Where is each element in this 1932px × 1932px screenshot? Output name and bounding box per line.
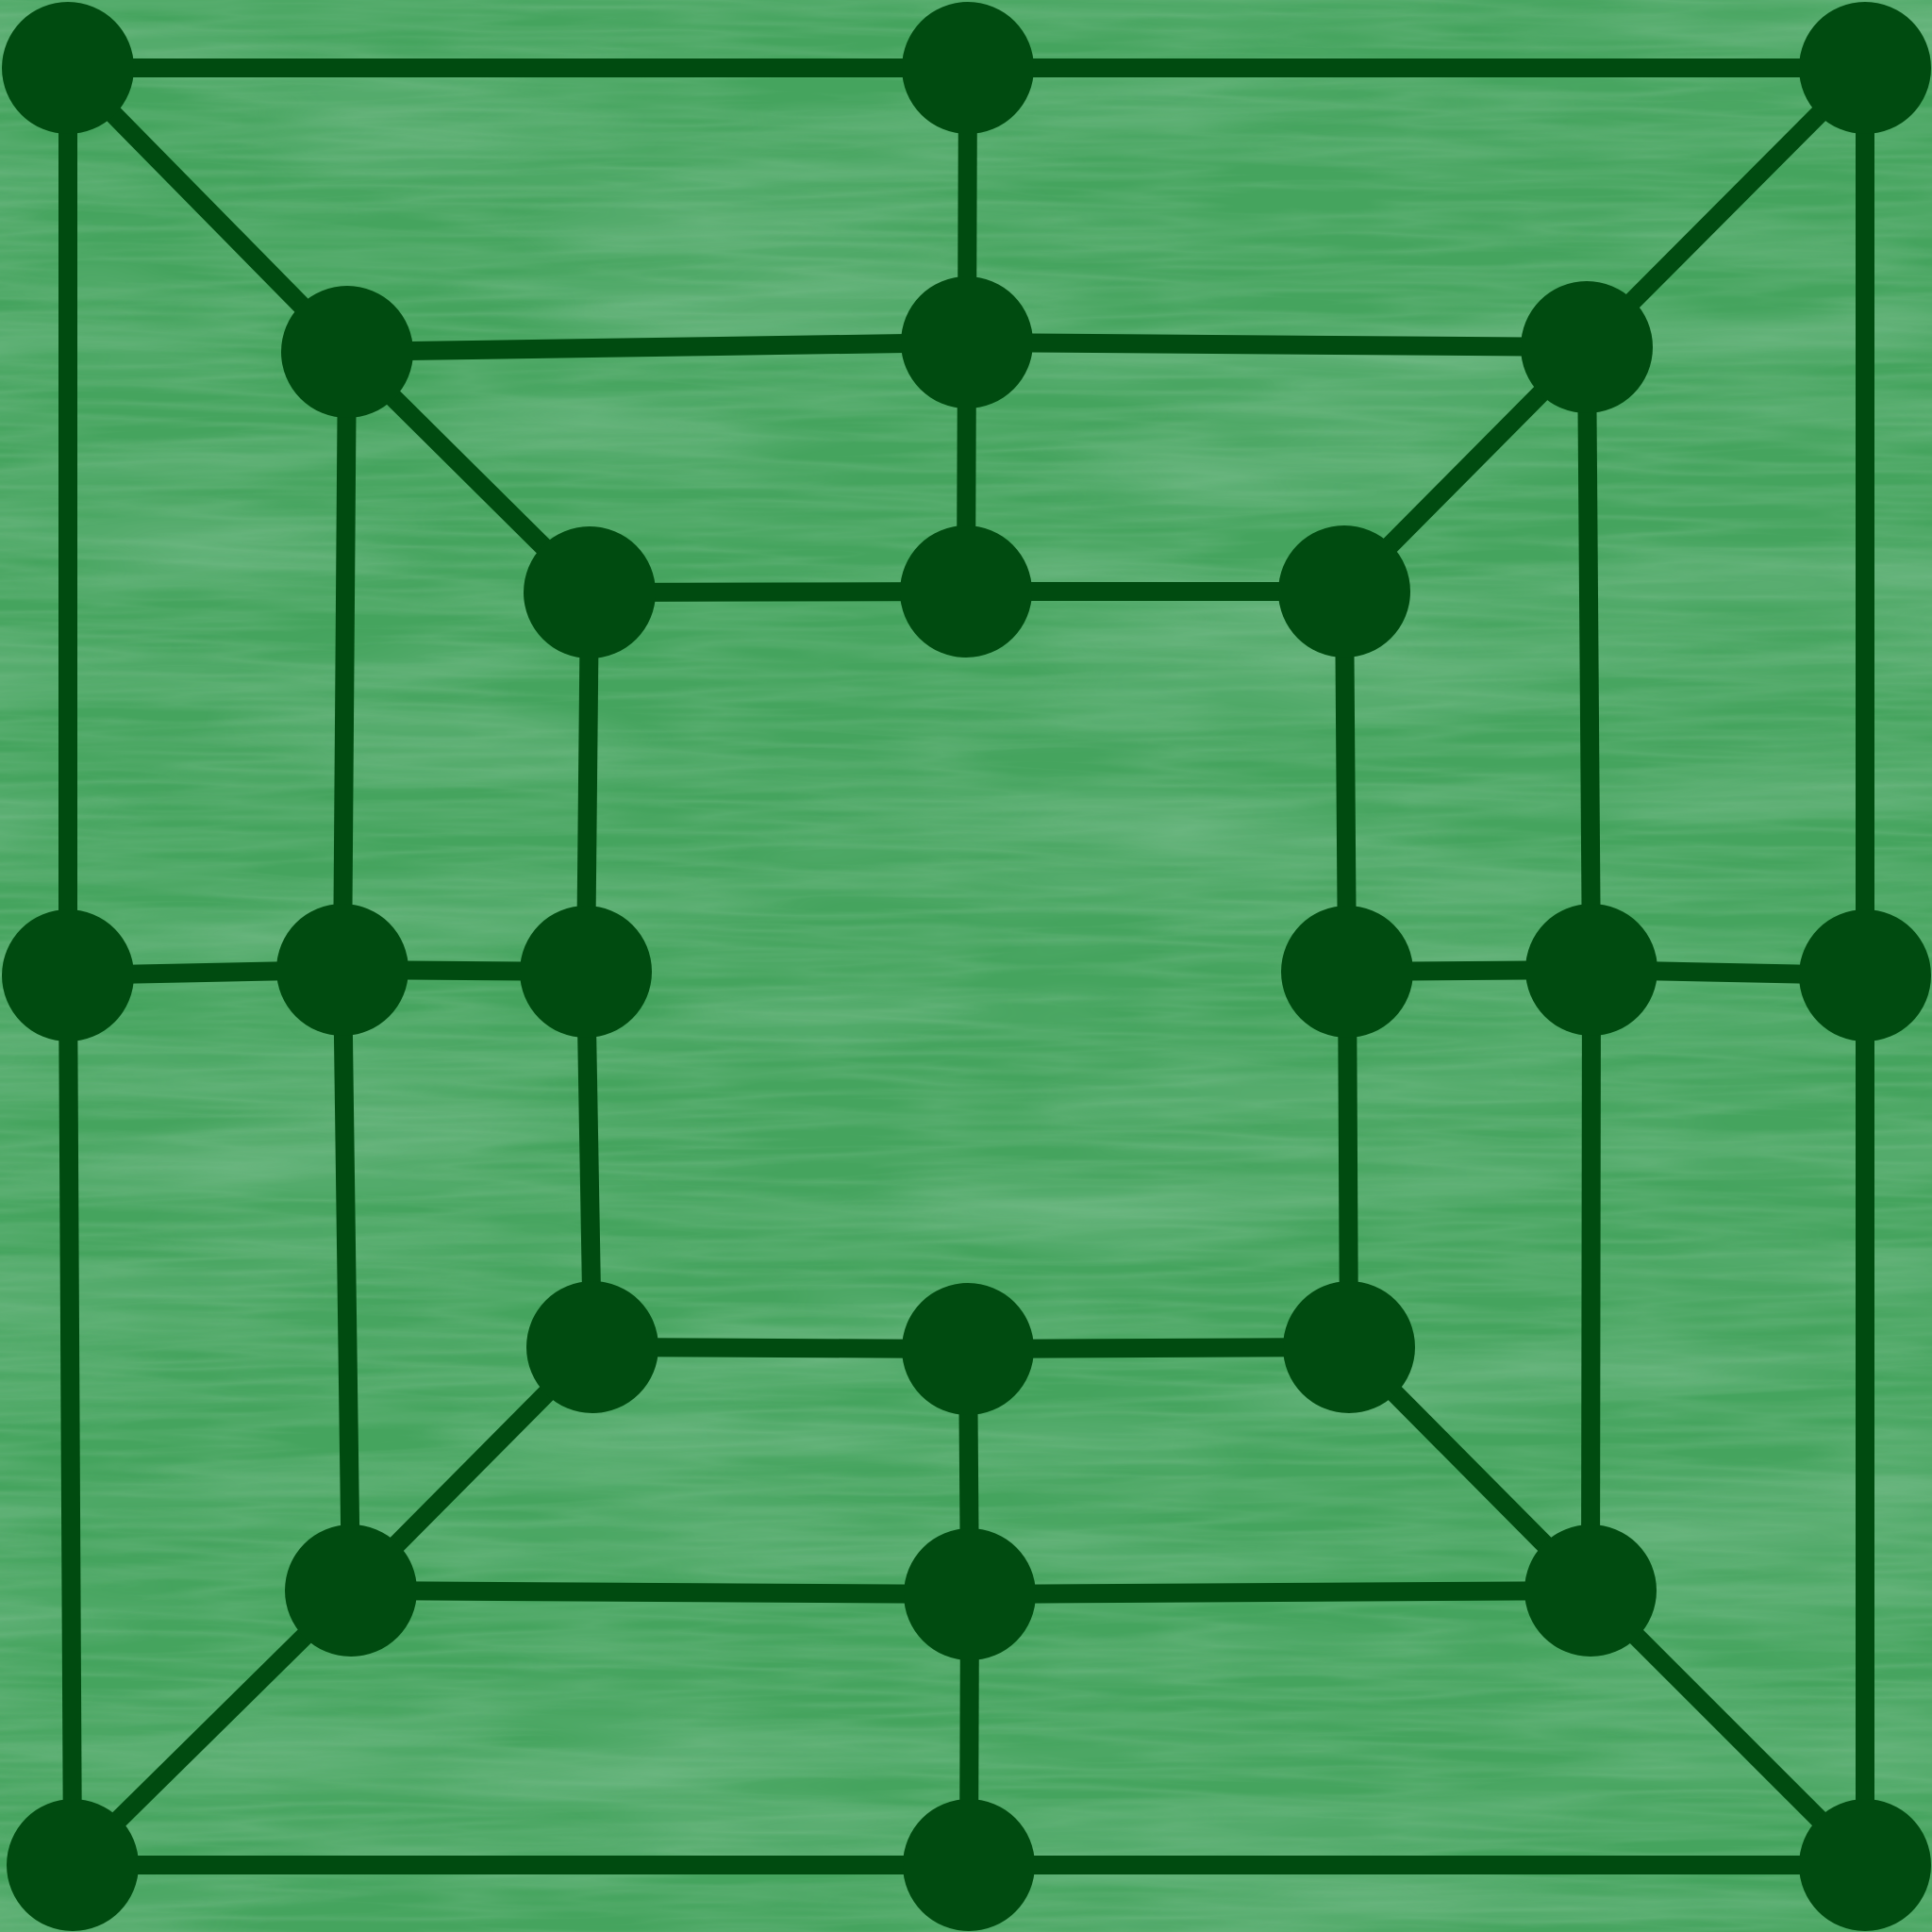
board-point-middle-right[interactable]: [1525, 904, 1657, 1036]
board-point-inner-right[interactable]: [1281, 906, 1413, 1038]
board-point-outer-top[interactable]: [902, 2, 1034, 134]
board-point-outer-bottom-left[interactable]: [7, 1799, 139, 1931]
middle-ring-line: [346, 333, 968, 361]
middle-ring-line: [966, 333, 1588, 357]
board-point-inner-top[interactable]: [900, 525, 1032, 658]
board-point-middle-bottom-right[interactable]: [1524, 1524, 1657, 1657]
board-point-middle-top-left[interactable]: [281, 286, 413, 418]
board-point-middle-bottom[interactable]: [904, 1528, 1036, 1660]
board-point-outer-top-left[interactable]: [2, 2, 134, 134]
board-point-inner-bottom-right[interactable]: [1283, 1281, 1415, 1413]
board-point-inner-top-right[interactable]: [1278, 525, 1410, 658]
middle-ring-line: [350, 1581, 971, 1604]
board-point-middle-top-right[interactable]: [1521, 281, 1653, 413]
board-point-outer-bottom[interactable]: [903, 1799, 1035, 1931]
connector-line-outer-middle: [60, 60, 355, 359]
board-point-inner-bottom-left[interactable]: [526, 1281, 658, 1413]
board-point-middle-top[interactable]: [901, 276, 1033, 408]
board-point-outer-bottom-right[interactable]: [1799, 1799, 1931, 1931]
middle-ring-line: [969, 1581, 1591, 1604]
board-point-outer-right[interactable]: [1799, 909, 1931, 1041]
board-point-middle-bottom-left[interactable]: [285, 1524, 417, 1657]
middle-ring-line: [333, 969, 360, 1591]
board-point-outer-top-right[interactable]: [1799, 2, 1931, 134]
board-point-middle-left[interactable]: [276, 904, 408, 1036]
board-point-inner-left[interactable]: [520, 906, 652, 1038]
board-point-outer-left[interactable]: [2, 909, 134, 1041]
board-point-inner-top-left[interactable]: [524, 526, 656, 658]
middle-ring-line: [1577, 346, 1601, 971]
middle-ring-line: [333, 351, 357, 971]
board-point-inner-bottom[interactable]: [902, 1283, 1034, 1415]
outer-ring-line: [58, 974, 82, 1866]
